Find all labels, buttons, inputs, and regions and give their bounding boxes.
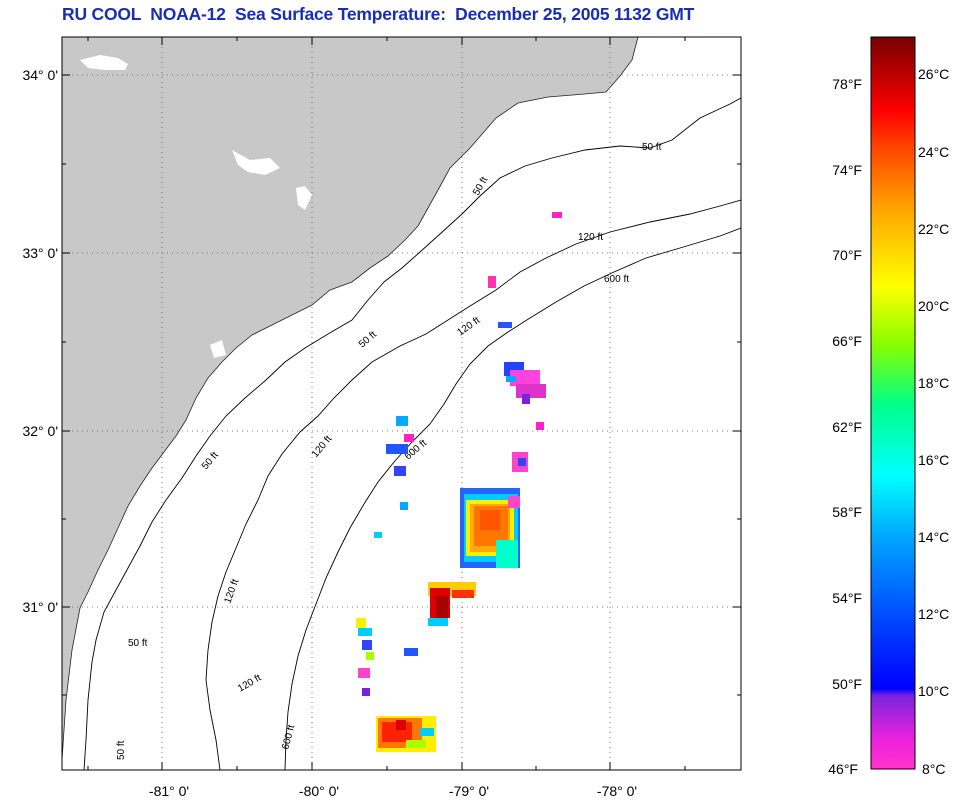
longitude-labels: -81° 0' -80° 0' -79° 0' -78° 0'	[149, 783, 637, 799]
lat-label-33: 33° 0'	[22, 245, 58, 261]
lon-label-81: -81° 0'	[149, 783, 189, 799]
fahrenheit-scale: 78°F 74°F 70°F 66°F 62°F 58°F 54°F 50°F …	[828, 76, 862, 777]
f-label-70: 70°F	[832, 247, 862, 263]
sst-patches	[356, 212, 562, 752]
lat-label-31: 31° 0'	[22, 599, 58, 615]
contour-label-120: 120 ft	[578, 232, 603, 243]
f-label-46: 46°F	[828, 761, 858, 777]
latitude-labels: 34° 0' 33° 0' 32° 0' 31° 0'	[22, 67, 58, 615]
c-label-22: 22°C	[918, 221, 949, 237]
lat-label-34: 34° 0'	[22, 67, 58, 83]
c-label-14: 14°C	[918, 529, 949, 545]
celsius-scale: 26°C 24°C 22°C 20°C 18°C 16°C 14°C 12°C …	[918, 66, 949, 777]
sst-patch-warm-bottom	[376, 716, 436, 752]
contour-600ft	[284, 227, 741, 770]
colorbar-gradient	[870, 36, 916, 770]
f-label-78: 78°F	[832, 76, 862, 92]
c-label-18: 18°C	[918, 375, 949, 391]
c-label-10: 10°C	[918, 683, 949, 699]
f-label-50: 50°F	[832, 676, 862, 692]
f-label-58: 58°F	[832, 504, 862, 520]
contour-50ft	[83, 97, 741, 770]
lon-label-79: -79° 0'	[449, 783, 489, 799]
f-label-74: 74°F	[832, 162, 862, 178]
land-mass	[62, 37, 639, 761]
c-label-26: 26°C	[918, 66, 949, 82]
contour-120ft	[205, 199, 741, 770]
c-label-8: 8°C	[922, 761, 946, 777]
contour-label-600: 600 ft	[604, 274, 629, 285]
map-ticks	[62, 37, 741, 770]
depth-contours	[83, 97, 741, 770]
graticule	[62, 37, 741, 770]
contour-label-50e: 50 ft	[128, 638, 148, 649]
lon-label-80: -80° 0'	[299, 783, 339, 799]
sst-patch-north	[504, 362, 546, 404]
f-label-54: 54°F	[832, 590, 862, 606]
sst-patch-warm-central	[460, 488, 520, 568]
lon-label-78: -78° 0'	[597, 783, 637, 799]
map-area: 50 ft 120 ft 600 ft 50 ft 120 ft 50 ft 6…	[62, 37, 741, 770]
f-label-66: 66°F	[832, 333, 862, 349]
map-frame	[61, 36, 742, 771]
c-label-12: 12°C	[918, 606, 949, 622]
sst-patch-warm-south	[428, 582, 476, 626]
lat-label-32: 32° 0'	[22, 423, 58, 439]
c-label-20: 20°C	[918, 298, 949, 314]
map-title: RU COOL NOAA-12 Sea Surface Temperature:…	[62, 4, 695, 24]
colorbar: 78°F 74°F 70°F 66°F 62°F 58°F 54°F 50°F …	[828, 36, 949, 777]
inland-water	[80, 55, 312, 358]
c-label-16: 16°C	[918, 452, 949, 468]
f-label-62: 62°F	[832, 419, 862, 435]
contour-label-50f: 50 ft	[116, 740, 127, 760]
contour-label-50: 50 ft	[642, 142, 662, 153]
c-label-24: 24°C	[918, 144, 949, 160]
